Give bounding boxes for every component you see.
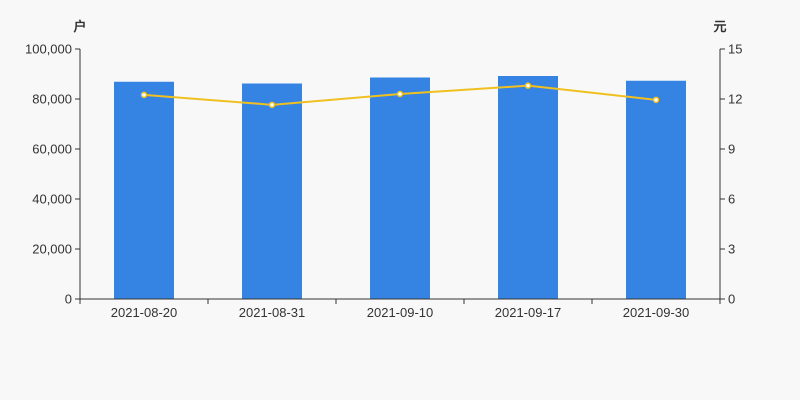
- right-tick-label: 6: [728, 192, 735, 207]
- x-tick-label: 2021-08-20: [111, 305, 178, 320]
- right-tick-label: 0: [728, 292, 735, 307]
- left-axis-unit: 户: [73, 19, 86, 34]
- right-tick-label: 9: [728, 142, 735, 157]
- right-tick-label: 12: [728, 92, 742, 107]
- left-tick-label: 100,000: [25, 42, 72, 57]
- x-tick-label: 2021-08-31: [239, 305, 306, 320]
- left-axis-ticks: 0 20,000 40,000 60,000 80,000 100,000: [25, 42, 80, 307]
- right-axis-unit: 元: [713, 19, 726, 34]
- bar: [626, 80, 686, 299]
- line-point: [524, 82, 532, 89]
- left-tick-label: 40,000: [32, 192, 72, 207]
- left-tick-label: 0: [65, 292, 72, 307]
- line-point: [396, 90, 404, 98]
- right-axis-ticks: 0 3 6 9 12 15: [720, 42, 742, 307]
- bar: [498, 76, 558, 299]
- bar: [114, 81, 174, 299]
- left-tick-label: 80,000: [32, 92, 72, 107]
- line-point: [140, 91, 148, 99]
- bar: [242, 83, 302, 299]
- x-tick-label: 2021-09-10: [367, 305, 434, 320]
- x-tick-label: 2021-09-17: [495, 305, 562, 320]
- axes: [79, 49, 721, 300]
- left-tick-label: 20,000: [32, 242, 72, 257]
- line-point: [652, 96, 660, 104]
- line-point: [268, 101, 276, 109]
- right-tick-label: 15: [728, 42, 742, 57]
- line-series: [140, 82, 660, 109]
- right-tick-label: 3: [728, 242, 735, 257]
- x-tick-label: 2021-09-30: [623, 305, 690, 320]
- left-tick-label: 60,000: [32, 142, 72, 157]
- x-axis-ticks: 2021-08-20 2021-08-31 2021-09-10 2021-09-17…: [79, 299, 721, 320]
- bar-series: [114, 76, 686, 299]
- bar: [370, 77, 430, 299]
